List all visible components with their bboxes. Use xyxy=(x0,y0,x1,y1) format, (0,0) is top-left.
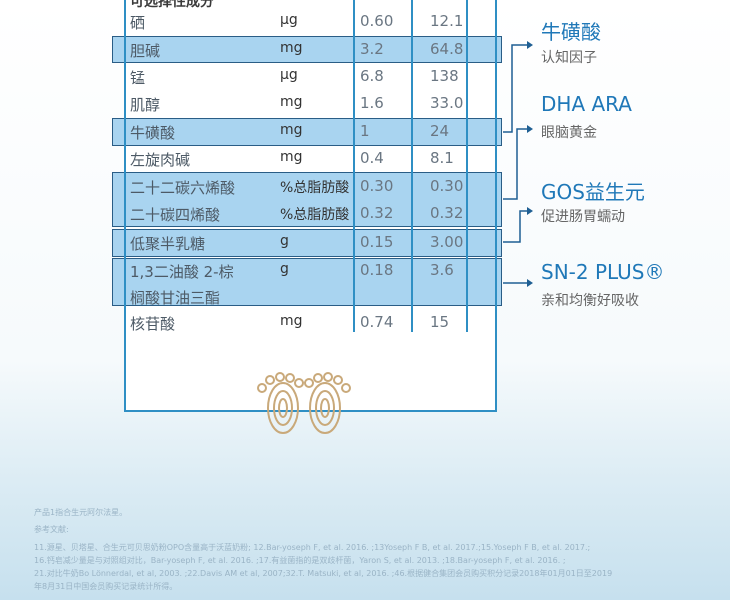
unit-cell: g xyxy=(280,233,289,249)
value-cell: 0.30 xyxy=(430,177,464,195)
callout-title: DHA ARA xyxy=(541,92,632,116)
callout-subtitle: 认知因子 xyxy=(541,50,597,66)
value-cell: 3.6 xyxy=(430,261,454,279)
value-cell: 0.32 xyxy=(360,204,394,222)
value-cell: 1 xyxy=(360,122,370,140)
nutrient-name: 二十碳四烯酸 xyxy=(130,206,221,224)
unit-cell: μg xyxy=(280,12,298,28)
value-cell: 3.2 xyxy=(360,40,384,58)
nutrient-name: 锰 xyxy=(130,69,146,87)
value-cell: 0.15 xyxy=(360,233,394,251)
callout-subtitle: 眼脑黄金 xyxy=(541,125,597,141)
value-cell: 8.1 xyxy=(430,149,454,167)
value-cell: 0.60 xyxy=(360,12,394,30)
value-cell: 0.74 xyxy=(360,313,394,331)
value-cell: 0.18 xyxy=(360,261,394,279)
reference-line: 11.源星、贝塔星、合生元可贝思奶粉OPO含量高于沃蓝奶粉; 12.Bar-yo… xyxy=(34,543,591,552)
unit-cell: %总脂肪酸 xyxy=(280,207,350,223)
unit-cell: mg xyxy=(280,149,303,165)
highlight-gos xyxy=(112,229,502,257)
arrow-icon xyxy=(527,41,533,49)
highlight-choline xyxy=(112,36,502,63)
nutrient-name: 胆碱 xyxy=(130,42,161,60)
callout-subtitle: 促进肠胃蠕动 xyxy=(541,209,625,225)
callout-title: GOS益生元 xyxy=(541,180,645,204)
value-cell: 24 xyxy=(430,122,450,140)
nutrient-name: 核苷酸 xyxy=(130,315,176,333)
callout-title: 牛磺酸 xyxy=(541,20,601,44)
value-cell: 3.00 xyxy=(430,233,464,251)
arrow-icon xyxy=(527,207,533,215)
value-cell: 6.8 xyxy=(360,67,384,85)
arrow-icon xyxy=(527,125,533,133)
unit-cell: mg xyxy=(280,40,303,56)
value-cell: 0.32 xyxy=(430,204,464,222)
value-cell: 33.0 xyxy=(430,94,464,112)
unit-cell: %总脂肪酸 xyxy=(280,180,350,196)
value-cell: 12.1 xyxy=(430,12,464,30)
value-cell: 64.8 xyxy=(430,40,464,58)
highlight-dha-ara xyxy=(112,172,502,227)
unit-cell: g xyxy=(280,261,289,277)
reference-line: 年8月31日中国会员购买记录统计所得。 xyxy=(34,582,178,591)
nutrient-name: 低聚半乳糖 xyxy=(130,235,206,253)
value-cell: 0.4 xyxy=(360,149,384,167)
nutrient-name: 硒 xyxy=(130,14,146,32)
nutrient-name: 牛磺酸 xyxy=(130,124,176,142)
arrow-icon xyxy=(527,279,533,287)
reference-line: 21.对比牛奶Bo Lönnerdal, et al, 2003. ;22.Da… xyxy=(34,569,613,578)
nutrient-name: 1,3二油酸 2-棕 xyxy=(130,263,234,281)
value-cell: 1.6 xyxy=(360,94,384,112)
unit-cell: mg xyxy=(280,94,303,110)
value-cell: 138 xyxy=(430,67,459,85)
highlight-opo xyxy=(112,258,502,306)
unit-cell: mg xyxy=(280,313,303,329)
value-cell: 15 xyxy=(430,313,450,331)
product-note: 产品1指合生元阿尔法星。 xyxy=(34,508,128,517)
nutrient-name: 肌醇 xyxy=(130,96,161,114)
callout-subtitle: 亲和均衡好吸收 xyxy=(541,293,639,309)
feet-logo-icon xyxy=(257,372,351,434)
nutrient-name: 榈酸甘油三酯 xyxy=(130,289,221,307)
callout-title: SN-2 PLUS® xyxy=(541,260,665,284)
references-title: 参考文献: xyxy=(34,525,69,534)
nutrient-name: 左旋肉碱 xyxy=(130,151,191,169)
nutrient-name: 二十二碳六烯酸 xyxy=(130,179,236,197)
highlight-taurine xyxy=(112,118,502,146)
unit-cell: mg xyxy=(280,122,303,138)
unit-cell: μg xyxy=(280,67,298,83)
value-cell: 0.30 xyxy=(360,177,394,195)
reference-line: 16.钙皂减少量是与对照组对比，Bar-yoseph F, et al. 201… xyxy=(34,556,566,565)
section-title: 可选择性成分 xyxy=(130,0,214,10)
